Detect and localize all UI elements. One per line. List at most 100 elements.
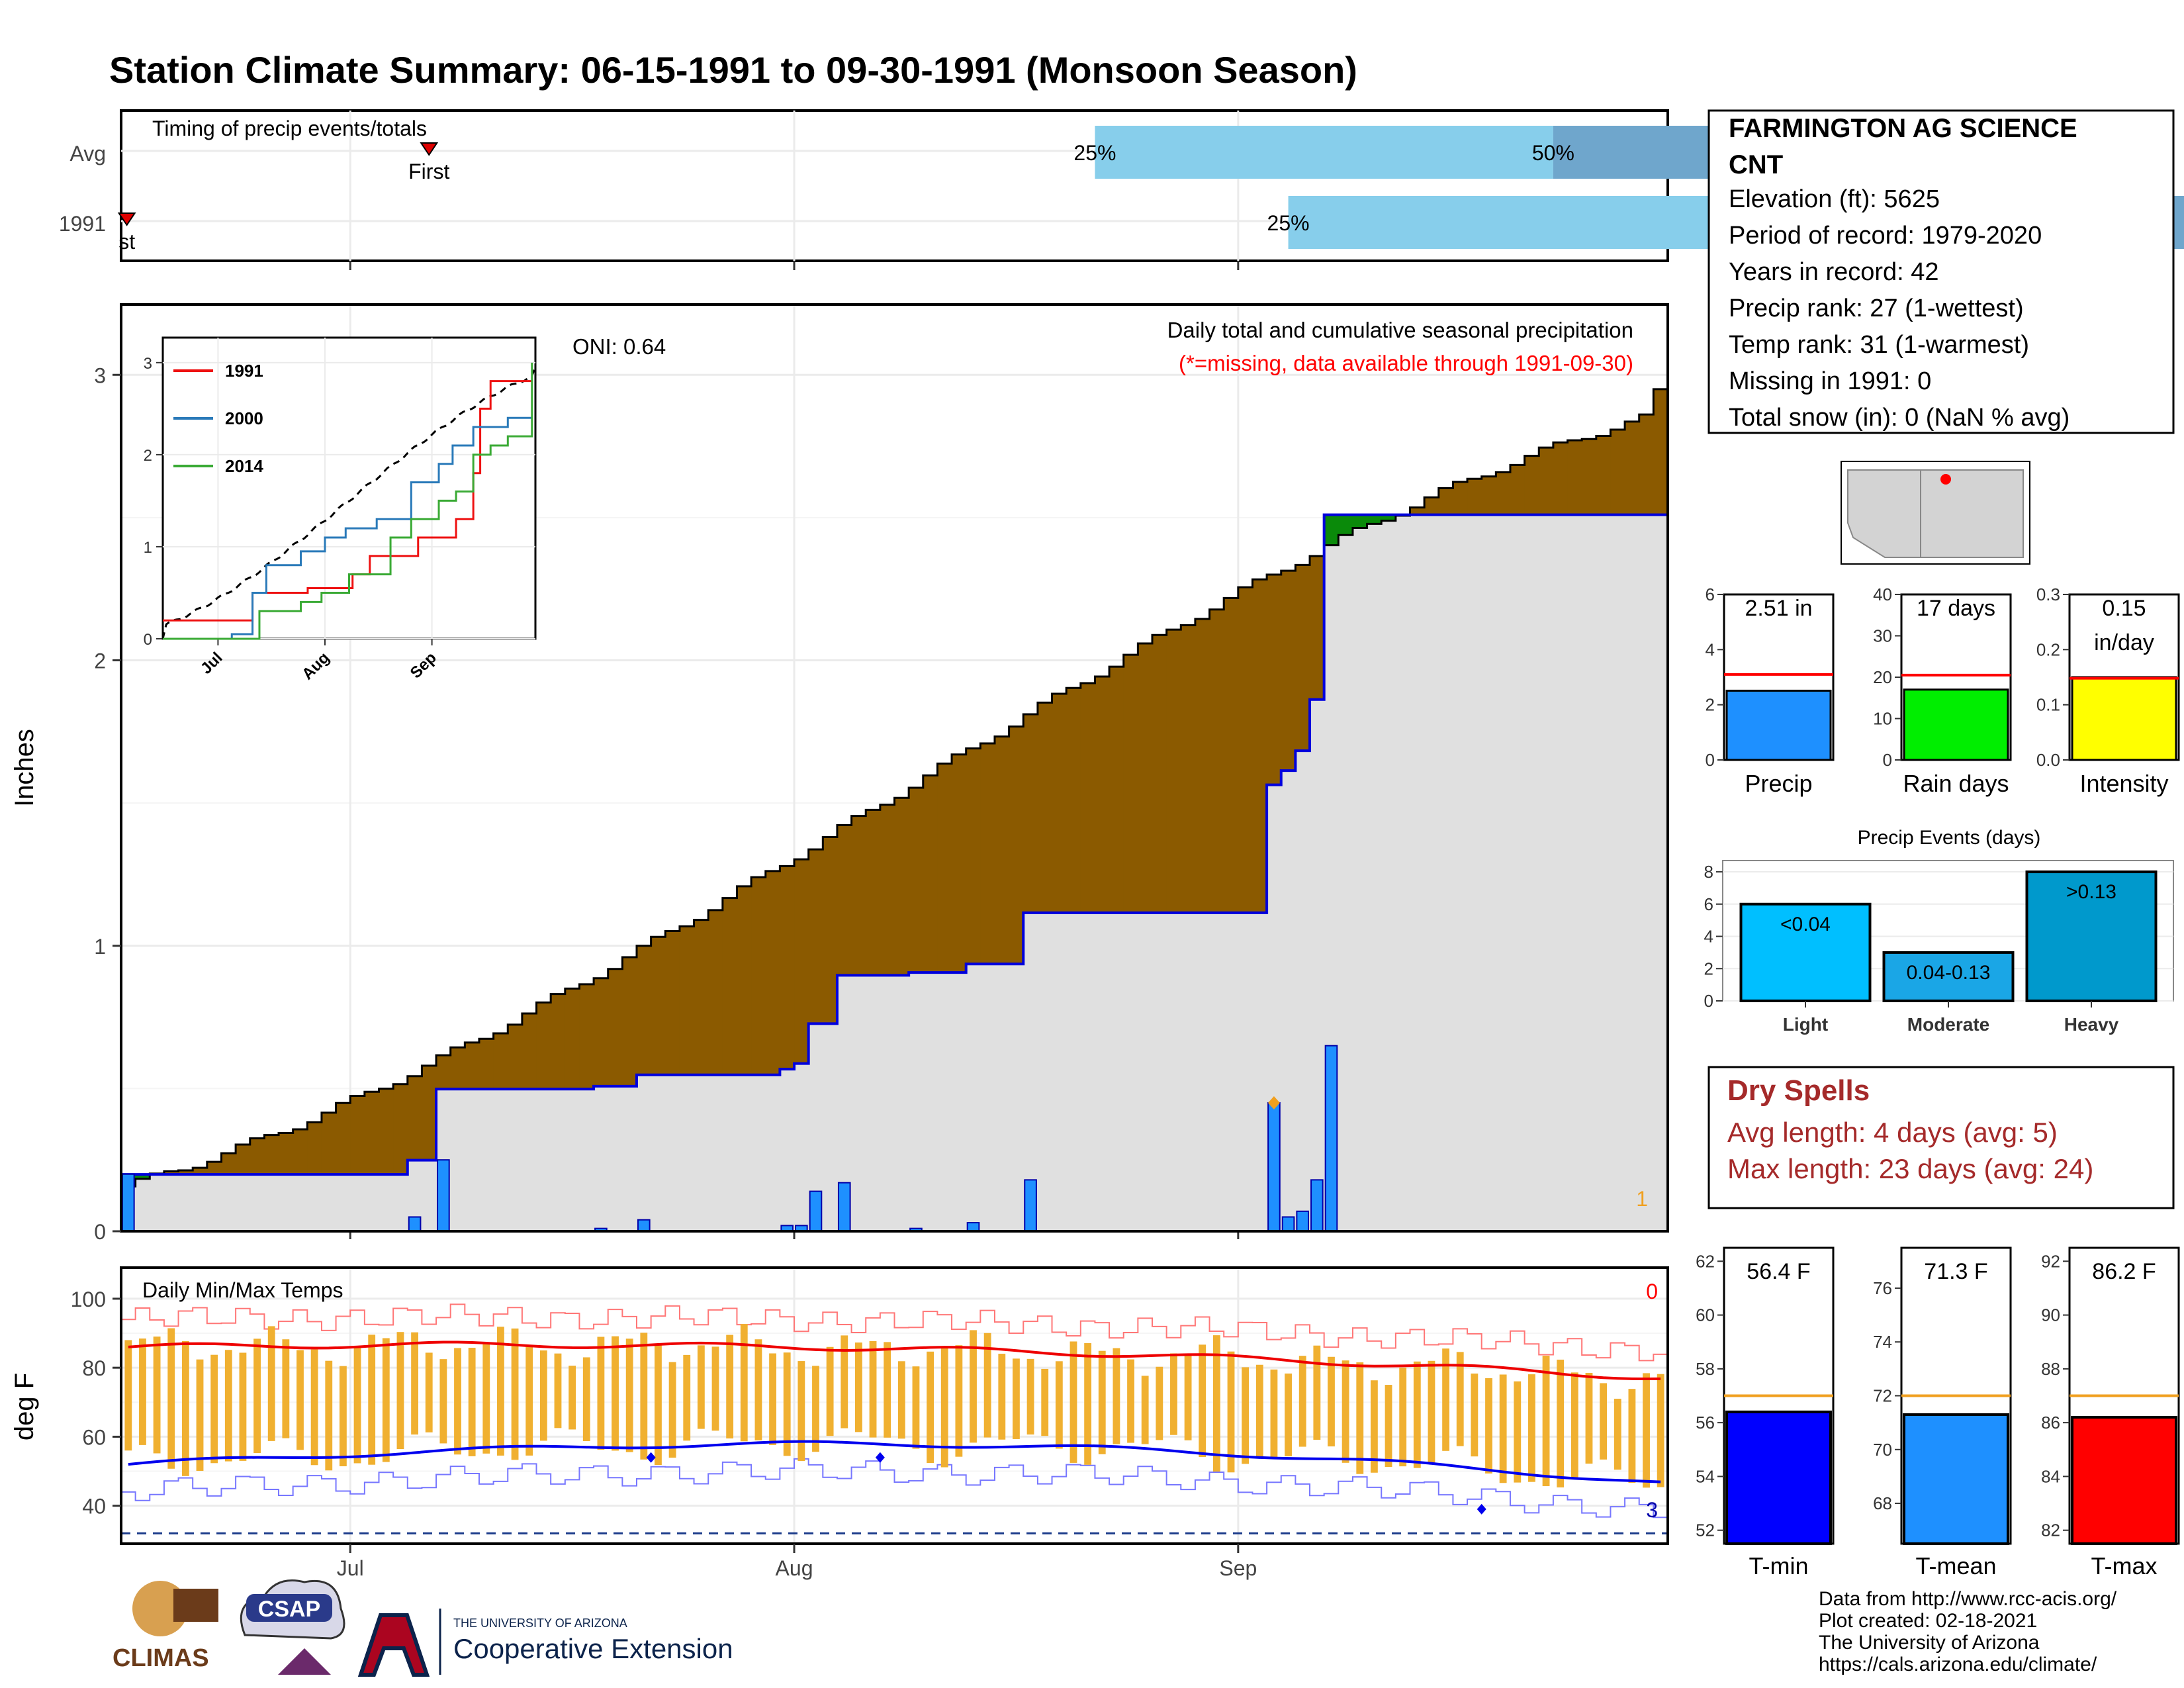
deficit-fill <box>1181 625 1196 913</box>
tmin-ytick-label: 58 <box>1696 1359 1715 1379</box>
daily-temp-bar <box>224 1350 232 1462</box>
inset-legend-label: 2014 <box>225 456 263 476</box>
temp-ytick-label: 40 <box>82 1495 106 1519</box>
x-tick-label: Sep <box>1219 1556 1257 1580</box>
tmin-ytick-label: 56 <box>1696 1413 1715 1432</box>
daily-temp-bar <box>797 1361 805 1462</box>
daily-temp-bar <box>1471 1373 1479 1457</box>
credit-line: https://cals.arizona.edu/climate/ <box>1819 1654 2097 1675</box>
tmin-ytick-label: 60 <box>1696 1305 1715 1325</box>
record-low-marker <box>1477 1503 1486 1515</box>
events-category-label: Heavy <box>2064 1014 2119 1035</box>
deficit-fill <box>1080 682 1096 913</box>
deficit-fill <box>436 1055 451 1090</box>
deficit-fill <box>780 866 795 1070</box>
timing-1991-first-marker <box>117 212 136 226</box>
daily-temp-bar <box>655 1344 662 1466</box>
deficit-fill <box>1066 688 1081 913</box>
daily-temp-bar <box>396 1332 404 1450</box>
ua-logo-small: THE UNIVERSITY OF ARIZONA <box>453 1617 627 1630</box>
deficit-fill <box>178 1170 193 1175</box>
deficit-fill <box>765 870 780 1075</box>
timing-1991-first-label: st <box>118 230 135 254</box>
daily-precip-bar <box>122 1173 135 1232</box>
deficit-fill <box>894 798 909 976</box>
footer: CLIMAS CSAP THE UNIVERSITY OF ARIZONA Co… <box>113 1579 2117 1677</box>
csap-mountain-icon <box>278 1648 331 1675</box>
inset-ytick-label: 1 <box>144 539 152 557</box>
location-map <box>1841 461 2030 565</box>
daily-temp-bar <box>897 1361 905 1439</box>
daily-temp-bar <box>1399 1367 1407 1467</box>
precip-total-ytick-label: 2 <box>1706 695 1715 715</box>
temp-avg-max-line <box>128 1340 1661 1380</box>
daily-temp-bar <box>1141 1376 1149 1444</box>
daily-temp-bar <box>1528 1374 1535 1482</box>
deficit-fill <box>1138 643 1153 913</box>
deficit-fill <box>1553 442 1569 515</box>
deficit-fill <box>708 910 723 1075</box>
daily-temp-bar <box>1026 1358 1034 1435</box>
daily-temp-bar <box>711 1346 719 1431</box>
station-info-line: Missing in 1991: 0 <box>1729 367 1931 395</box>
daily-temp-bar <box>955 1345 963 1457</box>
daily-temp-bar <box>282 1339 290 1438</box>
tmax-ytick-label: 86 <box>2041 1413 2060 1432</box>
daily-temp-bar <box>296 1350 304 1450</box>
daily-temp-bar <box>1212 1335 1220 1472</box>
daily-temp-bar <box>1170 1353 1177 1435</box>
deficit-fill <box>1252 579 1267 913</box>
deficit-fill <box>407 1076 423 1160</box>
deficit-fill <box>536 1002 551 1090</box>
deficit-fill <box>379 1088 394 1175</box>
temp-ytick-label: 100 <box>71 1288 106 1311</box>
temp-ytick-label: 60 <box>82 1425 106 1449</box>
deficit-fill <box>1567 440 1582 515</box>
precip-total-label: Precip <box>1745 770 1812 797</box>
events-bar-label: <0.04 <box>1780 914 1831 935</box>
deficit-fill <box>737 886 752 1075</box>
deficit-fill <box>694 919 709 1075</box>
events-bar-heavy <box>2025 870 2158 1003</box>
deficit-fill <box>808 849 823 1024</box>
tmax-ytick-label: 88 <box>2041 1359 2060 1379</box>
dry-spells-frame <box>1707 1066 2175 1209</box>
timing-panel-label: Timing of precip events/totals <box>152 117 427 140</box>
deficit-fill <box>1295 565 1310 751</box>
daily-temp-bar <box>697 1345 705 1429</box>
tmin-value-label: 56.4 F <box>1747 1259 1810 1284</box>
deficit-fill <box>264 1135 279 1175</box>
daily-temp-bar <box>1600 1383 1608 1460</box>
tmean-ytick-label: 74 <box>1873 1332 1892 1352</box>
deficit-fill <box>508 1024 523 1090</box>
deficit-fill <box>221 1153 236 1175</box>
daily-temp-bar <box>1255 1364 1263 1459</box>
station-name-line2: CNT <box>1729 150 1783 179</box>
tmean-ytick-label: 76 <box>1873 1278 1892 1298</box>
deficit-fill <box>465 1042 480 1090</box>
daily-temp-bar <box>1499 1374 1507 1483</box>
deficit-fill <box>393 1084 408 1175</box>
deficit-fill <box>937 763 952 973</box>
daily-temp-bar <box>597 1336 605 1450</box>
deficit-fill <box>1095 676 1110 913</box>
daily-temp-bar <box>310 1349 318 1466</box>
deficit-fill <box>1653 389 1668 515</box>
temp-panel-label: Daily Min/Max Temps <box>142 1278 343 1302</box>
tmax-bar <box>2071 1416 2177 1545</box>
timing-avg-first-label: First <box>408 160 449 183</box>
station-name-line1: FARMINGTON AG SCIENCE <box>1729 114 2077 143</box>
daily-temp-bar <box>612 1336 619 1451</box>
daily-temp-bar <box>124 1340 132 1451</box>
daily-temp-bar <box>139 1338 146 1445</box>
deficit-fill <box>866 810 881 976</box>
temp-ylabel: deg F <box>10 1373 39 1440</box>
daily-temp-bar <box>1514 1381 1522 1483</box>
station-info-line: Total snow (in): 0 (NaN % avg) <box>1729 404 2070 432</box>
deficit-fill <box>1166 630 1181 913</box>
cumulative-1991-area <box>121 514 1668 1231</box>
dry-spells-box: Dry Spells Avg length: 4 days (avg: 5) M… <box>1707 1066 2175 1209</box>
tmax-ytick-label: 90 <box>2041 1305 2060 1325</box>
daily-temp-bar <box>983 1333 991 1438</box>
events-bar-moderate <box>1882 951 2015 1003</box>
